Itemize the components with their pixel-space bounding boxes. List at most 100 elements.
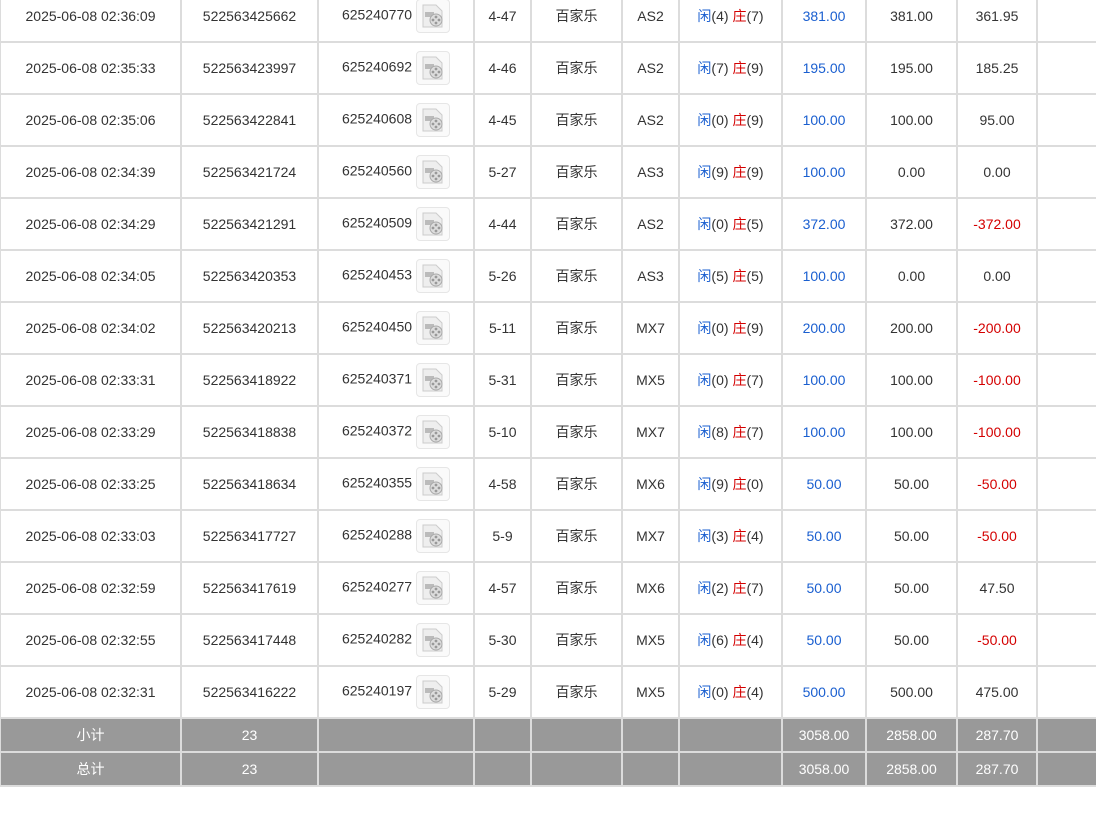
- bet-amount[interactable]: 50.00: [781, 613, 867, 667]
- bet-amount[interactable]: 372.00: [781, 197, 867, 251]
- bet-amount[interactable]: 50.00: [781, 509, 867, 563]
- table-row: 2025-06-08 02:35:33 522563423997 6252406…: [0, 41, 1096, 95]
- video-replay-icon[interactable]: [416, 623, 451, 657]
- player-label: 闲: [697, 112, 712, 128]
- player-score: (9): [711, 164, 729, 180]
- bet-amount[interactable]: 195.00: [781, 41, 867, 95]
- banker-score: (7): [746, 424, 764, 440]
- video-replay-icon[interactable]: [416, 363, 451, 397]
- valid-bet: 0.00: [865, 249, 958, 303]
- win-loss: -100.00: [956, 405, 1038, 459]
- player-label: 闲: [697, 372, 712, 388]
- game-number: 625240608: [341, 110, 413, 127]
- total-bet: 3058.00: [781, 751, 867, 787]
- banker-score: (7): [746, 8, 764, 24]
- bet-amount[interactable]: 100.00: [781, 145, 867, 199]
- bet-number: 522563421724: [180, 145, 319, 199]
- bet-amount[interactable]: 100.00: [781, 249, 867, 303]
- game-type: 百家乐: [530, 509, 623, 563]
- result: 闲(9) 庄(0): [678, 457, 783, 511]
- game-number: 625240282: [341, 630, 413, 647]
- bet-amount[interactable]: 500.00: [781, 665, 867, 719]
- game-number-cell: 625240509: [317, 197, 475, 251]
- valid-bet: 100.00: [865, 405, 958, 459]
- banker-score: (9): [746, 320, 764, 336]
- banker-score: (4): [746, 528, 764, 544]
- table-code: MX5: [621, 613, 680, 667]
- bet-time: 2025-06-08 02:33:29: [0, 405, 182, 459]
- subtotal-count: 23: [180, 717, 319, 753]
- video-replay-icon[interactable]: [416, 155, 451, 189]
- bet-amount[interactable]: 100.00: [781, 353, 867, 407]
- banker-label: 庄: [732, 424, 747, 440]
- video-replay-icon[interactable]: [416, 103, 451, 137]
- bet-number: 522563423997: [180, 41, 319, 95]
- game-number-cell: 625240453: [317, 249, 475, 303]
- banker-label: 庄: [732, 632, 747, 648]
- bet-amount[interactable]: 50.00: [781, 457, 867, 511]
- game-number: 625240453: [341, 266, 413, 283]
- bet-number: 522563417727: [180, 509, 319, 563]
- bet-number: 522563418838: [180, 405, 319, 459]
- game-number-cell: 625240288: [317, 509, 475, 563]
- valid-bet: 50.00: [865, 561, 958, 615]
- bet-number: 522563422841: [180, 93, 319, 147]
- valid-bet: 50.00: [865, 509, 958, 563]
- empty-cell: [473, 751, 532, 787]
- video-replay-icon[interactable]: [416, 51, 451, 85]
- player-score: (0): [711, 372, 729, 388]
- video-replay-icon[interactable]: [416, 519, 451, 553]
- banker-score: (5): [746, 216, 764, 232]
- shoe-round: 4-46: [473, 41, 532, 95]
- video-replay-icon[interactable]: [416, 311, 451, 345]
- video-replay-icon[interactable]: [416, 571, 451, 605]
- banker-score: (4): [746, 632, 764, 648]
- shoe-round: 4-44: [473, 197, 532, 251]
- table-code: AS3: [621, 249, 680, 303]
- table-row: 2025-06-08 02:34:29 522563421291 6252405…: [0, 197, 1096, 251]
- table-row: 2025-06-08 02:34:39 522563421724 6252405…: [0, 145, 1096, 199]
- player-score: (0): [711, 684, 729, 700]
- player-label: 闲: [697, 632, 712, 648]
- player-score: (7): [711, 60, 729, 76]
- bet-time: 2025-06-08 02:35:33: [0, 41, 182, 95]
- game-number-cell: 625240197: [317, 665, 475, 719]
- bet-amount[interactable]: 100.00: [781, 405, 867, 459]
- shoe-round: 5-27: [473, 145, 532, 199]
- video-replay-icon[interactable]: [416, 675, 451, 709]
- result: 闲(9) 庄(9): [678, 145, 783, 199]
- result: 闲(0) 庄(9): [678, 301, 783, 355]
- video-replay-icon[interactable]: [416, 415, 451, 449]
- video-replay-icon[interactable]: [416, 0, 451, 33]
- game-number: 625240288: [341, 526, 413, 543]
- bet-time: 2025-06-08 02:34:29: [0, 197, 182, 251]
- banker-score: (9): [746, 164, 764, 180]
- video-replay-icon[interactable]: [416, 207, 451, 241]
- game-number: 625240770: [341, 6, 413, 23]
- game-number-cell: 625240770: [317, 0, 475, 43]
- subtotal-label: 小计: [0, 717, 182, 753]
- game-number: 625240509: [341, 214, 413, 231]
- result: 闲(8) 庄(7): [678, 405, 783, 459]
- player-label: 闲: [697, 684, 712, 700]
- bet-amount[interactable]: 381.00: [781, 0, 867, 43]
- bet-amount[interactable]: 100.00: [781, 93, 867, 147]
- game-number-cell: 625240371: [317, 353, 475, 407]
- bet-amount[interactable]: 50.00: [781, 561, 867, 615]
- bet-amount[interactable]: 200.00: [781, 301, 867, 355]
- video-replay-icon[interactable]: [416, 467, 451, 501]
- win-loss: 0.00: [956, 145, 1038, 199]
- player-score: (0): [711, 216, 729, 232]
- table-row: 2025-06-08 02:32:59 522563417619 6252402…: [0, 561, 1096, 615]
- table-row: 2025-06-08 02:35:06 522563422841 6252406…: [0, 93, 1096, 147]
- result: 闲(6) 庄(4): [678, 613, 783, 667]
- player-score: (3): [711, 528, 729, 544]
- valid-bet: 381.00: [865, 0, 958, 43]
- table-row: 2025-06-08 02:32:31 522563416222 6252401…: [0, 665, 1096, 719]
- win-loss: 47.50: [956, 561, 1038, 615]
- video-replay-icon[interactable]: [416, 259, 451, 293]
- bet-time: 2025-06-08 02:32:59: [0, 561, 182, 615]
- total-win: 287.70: [956, 751, 1038, 787]
- empty-cell: [1036, 717, 1096, 753]
- shoe-round: 5-11: [473, 301, 532, 355]
